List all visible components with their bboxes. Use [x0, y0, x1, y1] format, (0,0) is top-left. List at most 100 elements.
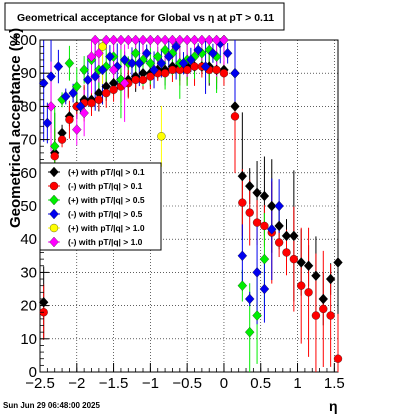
data-point [219, 34, 229, 46]
y-tick-label: 80 [20, 98, 37, 115]
data-point [108, 64, 119, 76]
data-point [189, 34, 200, 46]
data-point [68, 87, 78, 99]
data-point [212, 65, 221, 75]
data-point [318, 293, 328, 305]
data-point [145, 34, 156, 46]
data-point [153, 51, 163, 62]
data-point [304, 288, 313, 297]
data-point [274, 220, 284, 232]
data-point [160, 44, 170, 56]
data-point [259, 253, 270, 265]
data-point [303, 260, 314, 271]
data-point [65, 115, 74, 124]
data-point [289, 254, 299, 264]
legend-label: (-) with pT/|q| > 1.0 [68, 237, 143, 247]
data-point [127, 58, 137, 69]
data-points [38, 34, 343, 363]
legend-marker [49, 208, 59, 220]
data-point [97, 64, 108, 76]
data-point [237, 280, 248, 291]
x-tick-label: 0 [220, 375, 228, 392]
legend-label: (+) with pT/|q| > 1.0 [68, 223, 145, 233]
data-point [38, 77, 49, 89]
data-point [178, 58, 189, 69]
data-point [90, 71, 100, 82]
data-point [204, 34, 214, 46]
data-point [134, 58, 145, 69]
data-point [197, 34, 207, 46]
data-point [252, 267, 262, 278]
data-point [333, 257, 343, 268]
data-point [53, 61, 64, 72]
data-point [311, 311, 321, 320]
data-point [245, 326, 255, 338]
x-tick-label: −0.5 [172, 375, 202, 392]
tick-labels: −2.5 −2 −1.5 −1 −0.5 0 0.5 1 1.5 0 10 20 30 40 50 60 70 8… [12, 32, 345, 392]
timestamp: Sun Jun 29 06:48:00 2025 [3, 401, 100, 410]
data-point [182, 34, 192, 46]
data-point [260, 221, 269, 231]
data-point [57, 135, 67, 144]
data-point [61, 91, 71, 102]
data-point [208, 48, 218, 59]
data-point [145, 58, 156, 69]
legend-marker [49, 236, 59, 248]
data-point [319, 304, 328, 314]
data-point [50, 141, 60, 152]
y-tick-label: 30 [20, 264, 37, 281]
x-tick-label: −1.5 [99, 375, 129, 392]
x-tick-label: −1 [142, 375, 159, 392]
legend-marker [49, 223, 59, 233]
legend: (+) with pT/|q| > 0.1 (-) with pT/|q| > 0… [39, 162, 162, 251]
data-point [274, 200, 284, 212]
data-point [83, 74, 93, 86]
data-point [252, 218, 262, 227]
data-point [141, 48, 152, 59]
y-tick-label: 40 [20, 231, 37, 248]
data-point [46, 71, 56, 82]
data-point [171, 41, 181, 52]
data-point [109, 85, 118, 94]
data-point [325, 273, 336, 285]
legend-label: (+) with pT/|q| > 0.1 [68, 167, 145, 177]
data-point [153, 34, 163, 46]
data-point [105, 51, 115, 62]
data-point [160, 34, 170, 46]
data-point [259, 190, 270, 202]
data-point [50, 152, 59, 161]
data-point [259, 283, 270, 295]
data-point [90, 34, 100, 46]
data-point [267, 200, 277, 212]
data-point [42, 117, 53, 129]
data-point [123, 34, 133, 46]
x-tick-label: −2 [68, 375, 85, 392]
data-point [186, 54, 196, 66]
data-point [326, 311, 335, 320]
data-point [333, 354, 343, 363]
legend-label: (-) with pT/|q| > 0.1 [68, 181, 143, 191]
data-point [79, 107, 89, 119]
data-point [119, 54, 130, 66]
data-point [193, 44, 203, 56]
data-point [230, 67, 240, 79]
data-point [72, 81, 82, 92]
legend-marker [49, 194, 59, 206]
y-axis-title: Geometrical acceptance (%) [7, 28, 24, 228]
data-point [167, 48, 178, 59]
x-axis-title: η [329, 398, 338, 414]
data-point [245, 293, 255, 305]
data-point [138, 75, 148, 84]
data-point [167, 34, 178, 46]
data-point [64, 58, 75, 69]
data-point [252, 187, 262, 198]
data-point [108, 34, 119, 46]
data-point [86, 51, 97, 62]
y-tick-label: 0 [29, 364, 37, 381]
data-point [230, 112, 240, 121]
y-tick-label: 70 [20, 132, 37, 149]
chart-title: Geometrical acceptance for Global vs η a… [17, 12, 274, 24]
legend-label: (+) with pT/|q| > 0.5 [68, 195, 145, 205]
data-point [130, 34, 141, 46]
